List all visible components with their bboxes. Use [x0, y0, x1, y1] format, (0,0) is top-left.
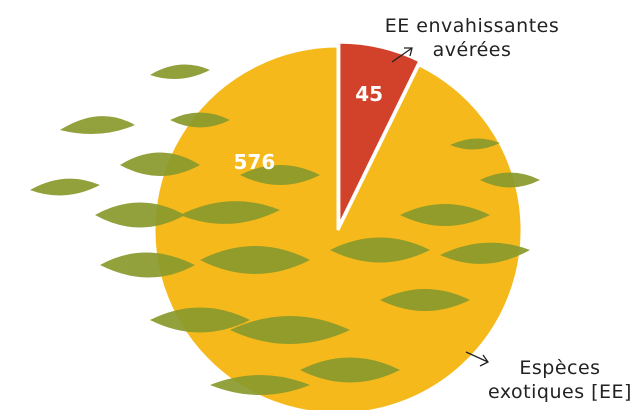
value-label: 45	[355, 82, 383, 106]
value-label: 576	[234, 150, 276, 174]
pie	[154, 42, 522, 410]
chart: EE envahissantesavérées Espècesexotiques…	[0, 0, 637, 410]
pie-slice	[154, 46, 522, 410]
